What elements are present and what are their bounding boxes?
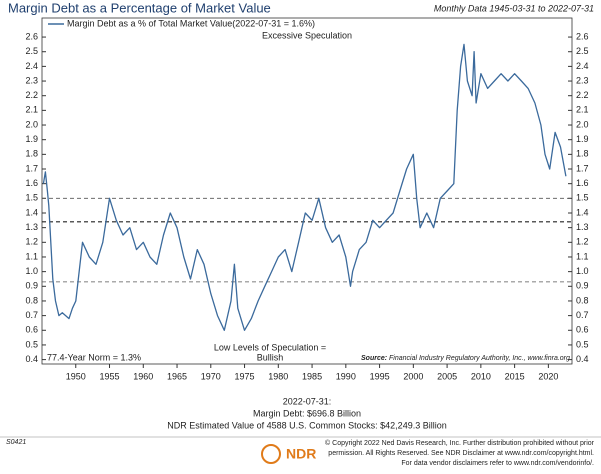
y-tick-label: 1.2 (576, 237, 589, 247)
annotation: Excessive Speculation (262, 30, 352, 40)
y-tick-label: 1.8 (25, 149, 38, 159)
y-tick-label: 2.3 (576, 75, 589, 85)
y-tick-label: 0.4 (25, 354, 38, 364)
y-tick-label: 0.9 (576, 281, 589, 291)
y-tick-label: 0.5 (25, 339, 38, 349)
chart-title: Margin Debt as a Percentage of Market Va… (8, 0, 271, 15)
y-tick-label: 1.4 (576, 207, 589, 217)
y-tick-label: 1.9 (25, 134, 38, 144)
annotation: 77.4-Year Norm = 1.3% (47, 352, 141, 362)
y-tick-label: 1.5 (576, 193, 589, 203)
source-text: Financial Industry Regulatory Authority,… (389, 355, 570, 362)
x-tick-label: 1985 (302, 371, 322, 381)
logo-text: NDR (286, 446, 316, 462)
y-tick-label: 2.3 (25, 75, 38, 85)
y-tick-label: 2.6 (25, 31, 38, 41)
x-tick-label: 1970 (201, 371, 221, 381)
annotation: Bullish (257, 352, 284, 362)
y-tick-label: 2.0 (576, 119, 589, 129)
y-tick-label: 1.0 (576, 266, 589, 276)
y-tick-label: 0.9 (25, 281, 38, 291)
y-tick-label: 0.7 (25, 310, 38, 320)
x-tick-label: 1965 (167, 371, 187, 381)
y-tick-label: 1.7 (576, 163, 589, 173)
x-tick-label: 1975 (235, 371, 255, 381)
x-tick-label: 1960 (133, 371, 153, 381)
x-tick-label: 1950 (66, 371, 86, 381)
annotation: Low Levels of Speculation = (214, 342, 326, 352)
y-tick-label: 1.5 (25, 193, 38, 203)
y-tick-label: 1.1 (576, 251, 589, 261)
plot-frame (41, 17, 573, 365)
y-tick-label: 2.6 (576, 31, 589, 41)
y-tick-label: 2.5 (25, 46, 38, 56)
y-tick-label: 1.6 (25, 178, 38, 188)
logo-icon (261, 444, 281, 464)
copyright: permission. All Rights Reserved. See NDR… (328, 450, 594, 457)
y-tick-label: 0.4 (576, 354, 589, 364)
y-tick-label: 2.1 (576, 105, 589, 115)
x-tick-label: 2020 (538, 371, 558, 381)
y-tick-label: 0.5 (576, 339, 589, 349)
y-tick-label: 0.7 (576, 310, 589, 320)
y-tick-label: 0.6 (25, 325, 38, 335)
y-tick-label: 2.2 (576, 90, 589, 100)
chart-code: S0421 (6, 439, 26, 446)
copyright: For data vendor disclaimers refer to www… (401, 460, 594, 467)
y-tick-label: 2.4 (25, 61, 38, 71)
y-tick-label: 1.2 (25, 237, 38, 247)
x-tick-label: 2000 (403, 371, 423, 381)
y-tick-label: 1.3 (25, 222, 38, 232)
y-tick-label: 0.8 (25, 295, 38, 305)
y-tick-label: 1.8 (576, 149, 589, 159)
legend-label: Margin Debt as a % of Total Market Value… (67, 18, 315, 28)
x-tick-label: 1955 (100, 371, 120, 381)
x-tick-label: 2005 (437, 371, 457, 381)
y-tick-label: 0.6 (576, 325, 589, 335)
y-tick-label: 2.1 (25, 105, 38, 115)
copyright: © Copyright 2022 Ned Davis Research, Inc… (325, 439, 595, 447)
x-tick-label: 2015 (505, 371, 525, 381)
y-tick-label: 1.3 (576, 222, 589, 232)
y-tick-label: 2.5 (576, 46, 589, 56)
y-tick-label: 2.0 (25, 119, 38, 129)
y-tick-label: 1.7 (25, 163, 38, 173)
x-tick-label: 1990 (336, 371, 356, 381)
y-tick-label: 1.4 (25, 207, 38, 217)
x-tick-label: 1980 (268, 371, 288, 381)
data-line (42, 43, 567, 331)
footer-text: Margin Debt: $696.8 Billion (253, 408, 361, 418)
y-tick-label: 2.2 (25, 90, 38, 100)
y-tick-label: 0.8 (576, 295, 589, 305)
y-tick-label: 2.4 (576, 61, 589, 71)
source-label: Source: (361, 355, 387, 362)
footer-text: NDR Estimated Value of 4588 U.S. Common … (167, 420, 446, 430)
y-tick-label: 1.6 (576, 178, 589, 188)
y-tick-label: 1.0 (25, 266, 38, 276)
x-tick-label: 2010 (471, 371, 491, 381)
x-tick-label: 1995 (370, 371, 390, 381)
y-tick-label: 1.1 (25, 251, 38, 261)
chart-subtitle: Monthly Data 1945-03-31 to 2022-07-31 (434, 3, 594, 13)
y-tick-label: 1.9 (576, 134, 589, 144)
footer-text: 2022-07-31: (283, 396, 332, 406)
